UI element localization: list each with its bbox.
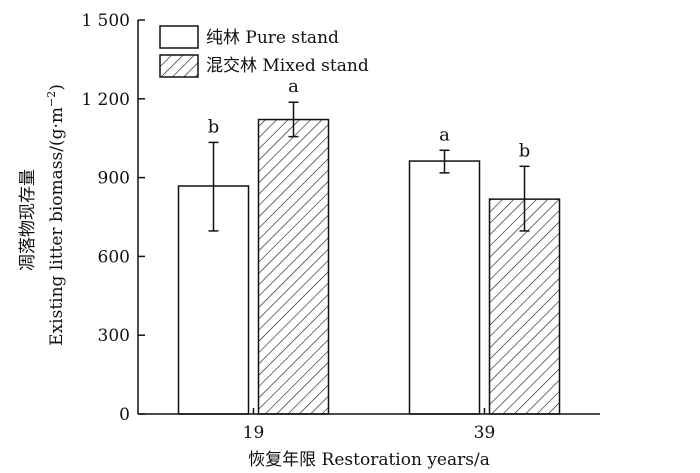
chart-marks: b a a b: [177, 76, 561, 415]
x-axis-title: 恢复年限 Restoration years/a: [248, 450, 490, 470]
y-tick-label: 0: [119, 405, 130, 425]
significance-label: b: [519, 140, 531, 161]
significance-label: a: [439, 124, 450, 145]
legend-label-pure: 纯林 Pure stand: [206, 28, 339, 48]
legend-swatch-mixed: [159, 54, 199, 78]
y-axis-title-en-close: ): [47, 84, 67, 91]
significance-label: a: [288, 76, 299, 97]
bar: [408, 160, 481, 415]
y-tick-label: 900: [98, 169, 130, 189]
significance-label: b: [208, 116, 220, 137]
legend-swatch-pure: [159, 25, 199, 49]
y-axis-title-en-group: Existing litter biomass/(g·m−2): [45, 84, 67, 346]
y-axis-title-cn: 凋落物现存量: [18, 169, 38, 271]
x-tick-label: 19: [243, 423, 265, 443]
x-tick-label: 39: [474, 423, 496, 443]
axes: 0 300 600 900 1 200 1 500 19 39: [81, 11, 600, 443]
legend: 纯林 Pure stand 混交林 Mixed stand: [159, 25, 369, 78]
y-axis-title: 凋落物现存量: [18, 169, 38, 271]
y-axis-title-en-sup: −2: [45, 91, 58, 107]
y-axis-title-en-main: Existing litter biomass/(g·m: [47, 107, 67, 346]
bar: [257, 118, 330, 415]
y-tick-label: 300: [98, 326, 130, 346]
y-tick-label: 1 200: [81, 90, 130, 110]
legend-label-mixed: 混交林 Mixed stand: [206, 56, 369, 76]
y-tick-label: 1 500: [81, 11, 130, 31]
y-axis-title-en: Existing litter biomass/(g·m−2): [45, 84, 67, 346]
y-tick-label: 600: [98, 247, 130, 267]
